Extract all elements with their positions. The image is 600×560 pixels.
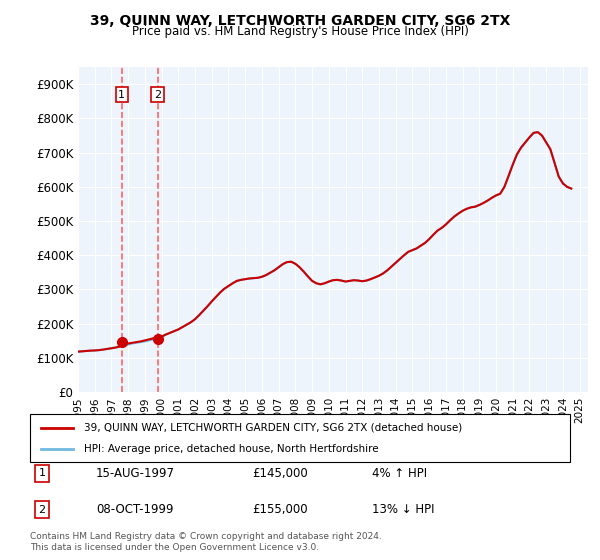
- Text: 15-AUG-1997: 15-AUG-1997: [96, 466, 175, 480]
- FancyBboxPatch shape: [30, 414, 570, 462]
- Text: 08-OCT-1999: 08-OCT-1999: [96, 503, 173, 516]
- Text: Contains HM Land Registry data © Crown copyright and database right 2024.
This d: Contains HM Land Registry data © Crown c…: [30, 532, 382, 552]
- Text: 2: 2: [154, 90, 161, 100]
- Text: 13% ↓ HPI: 13% ↓ HPI: [372, 503, 434, 516]
- Text: HPI: Average price, detached house, North Hertfordshire: HPI: Average price, detached house, Nort…: [84, 444, 379, 454]
- Text: Price paid vs. HM Land Registry's House Price Index (HPI): Price paid vs. HM Land Registry's House …: [131, 25, 469, 38]
- Text: 39, QUINN WAY, LETCHWORTH GARDEN CITY, SG6 2TX (detached house): 39, QUINN WAY, LETCHWORTH GARDEN CITY, S…: [84, 423, 462, 433]
- Text: £145,000: £145,000: [252, 466, 308, 480]
- Text: 2: 2: [38, 505, 46, 515]
- Text: 39, QUINN WAY, LETCHWORTH GARDEN CITY, SG6 2TX: 39, QUINN WAY, LETCHWORTH GARDEN CITY, S…: [90, 14, 510, 28]
- Text: 4% ↑ HPI: 4% ↑ HPI: [372, 466, 427, 480]
- Text: 1: 1: [38, 468, 46, 478]
- Text: £155,000: £155,000: [252, 503, 308, 516]
- Text: 1: 1: [118, 90, 125, 100]
